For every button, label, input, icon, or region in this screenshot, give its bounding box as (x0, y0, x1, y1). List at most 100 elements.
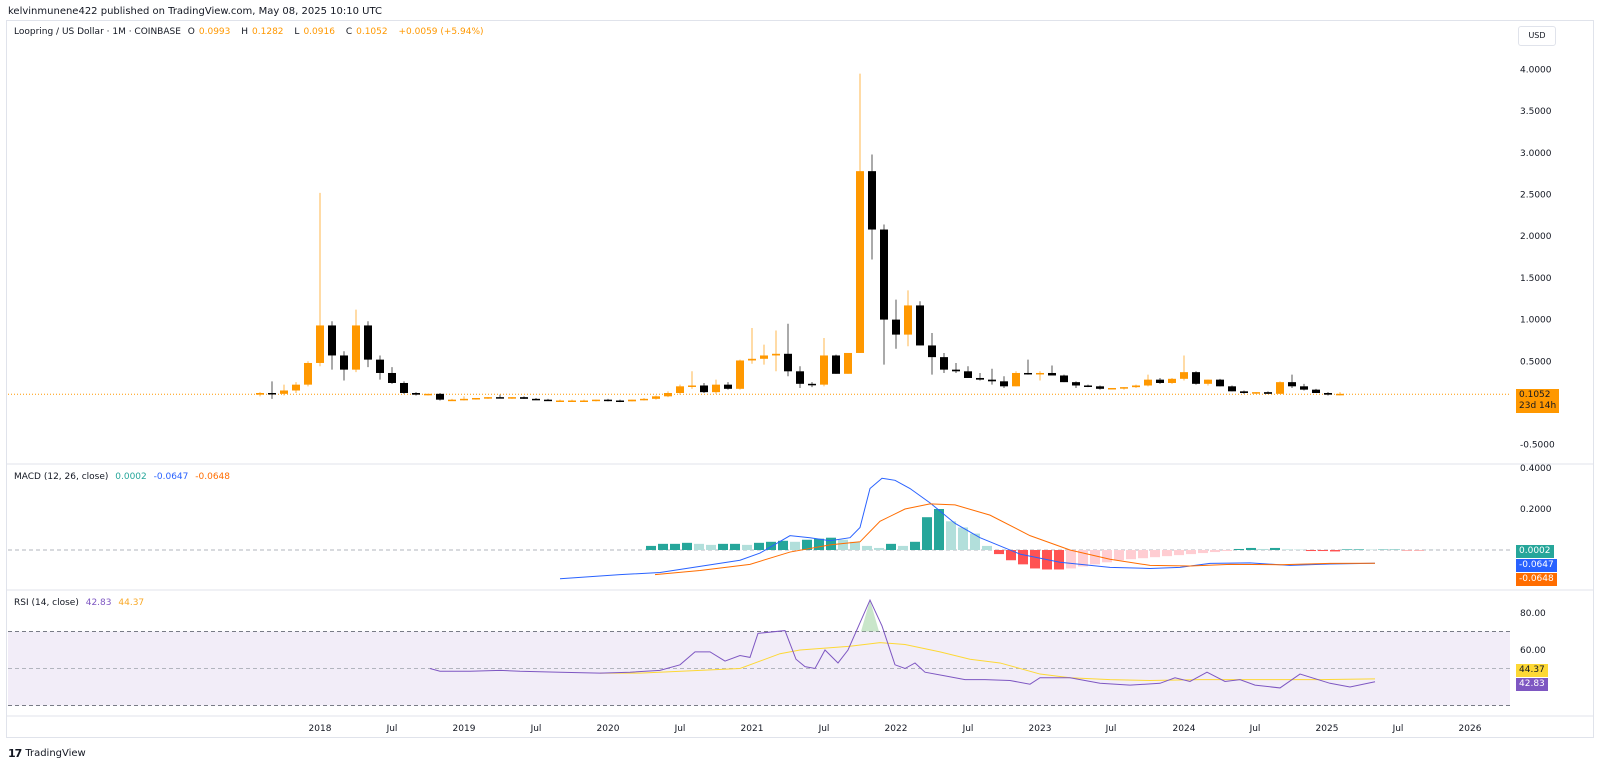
macd-histogram-bar (994, 550, 1004, 555)
currency-button[interactable]: USD (1518, 26, 1556, 46)
macd-histogram-bar (766, 541, 776, 550)
candle-body (772, 353, 780, 356)
candle-body (928, 345, 936, 358)
price-tick: 2.5000 (1520, 191, 1552, 201)
candle-body (1312, 389, 1320, 393)
macd-histogram-bar (1018, 550, 1028, 565)
candle-body (628, 399, 636, 402)
bar-countdown: 23d 14h (1519, 401, 1557, 411)
time-tick: Jul (1105, 724, 1117, 734)
time-tick: Jul (962, 724, 974, 734)
macd-histogram-bar (1354, 549, 1364, 550)
macd-histogram-bar (718, 543, 728, 550)
macd-histogram-bar (1162, 550, 1172, 557)
candle-body (304, 362, 312, 385)
time-tick: 2019 (453, 724, 476, 734)
candle-body (784, 353, 792, 372)
macd-histogram-bar (1210, 550, 1220, 553)
macd-signal-line (654, 503, 1376, 576)
rsi-legend: RSI (14, close) 42.83 44.37 (14, 598, 148, 608)
price-tick: 2.0000 (1520, 232, 1552, 242)
macd-hist-tag: 0.0002 (1516, 545, 1554, 558)
candle-body (724, 384, 732, 389)
macd-histogram-bar (670, 543, 680, 550)
tradingview-logo-icon: 17 (8, 747, 22, 760)
macd-histogram-bar (1126, 550, 1136, 560)
macd-histogram-bar (1306, 550, 1316, 552)
time-tick: 2024 (1173, 724, 1196, 734)
footer-brand[interactable]: 17 TradingView (8, 747, 86, 760)
candle-body (796, 371, 804, 384)
macd-histogram-bar (1006, 550, 1016, 561)
candle-body (1180, 372, 1188, 379)
macd-histogram-bar (658, 543, 668, 550)
macd-histogram-bar (1234, 548, 1244, 550)
open-label: O (187, 27, 195, 37)
candle-body (292, 384, 300, 391)
time-tick: Jul (818, 724, 830, 734)
candle-body (460, 398, 468, 401)
close-label: C (345, 27, 353, 37)
price-tick: 3.0000 (1520, 149, 1552, 159)
candle-body (1144, 379, 1152, 386)
rsi-tick: 60.00 (1520, 646, 1546, 656)
symbol-legend: Loopring / US Dollar · 1M · COINBASE O 0.… (14, 27, 488, 37)
change-value: +0.0059 (+5.94%) (398, 27, 484, 37)
time-tick: 2020 (597, 724, 620, 734)
macd-histogram-bar (778, 540, 788, 550)
macd-histogram-bar (1066, 550, 1076, 569)
candle-body (940, 357, 948, 370)
candle-body (448, 399, 456, 402)
time-tick: 2025 (1316, 724, 1339, 734)
candle-body (1288, 382, 1296, 387)
candle-body (952, 369, 960, 372)
candle-body (436, 393, 444, 400)
rsi-ma-tag: 44.37 (1516, 664, 1548, 677)
candle-body (856, 171, 864, 353)
candle-body (916, 305, 924, 346)
candle-body (1324, 392, 1332, 395)
macd-histogram-bar (946, 521, 956, 550)
macd-histogram-bar (754, 542, 764, 550)
candle-body (664, 392, 672, 397)
symbol-name: Loopring / US Dollar · 1M · COINBASE (14, 27, 181, 37)
candle-body (976, 377, 984, 380)
candle-body (568, 400, 576, 402)
macd-histogram-bar (934, 509, 944, 550)
candle-body (736, 360, 744, 389)
candle-body (316, 325, 324, 363)
macd-histogram-bar (910, 541, 920, 550)
candle-body (844, 352, 852, 374)
candle-body (376, 359, 384, 373)
macd-tick: 0.4000 (1520, 464, 1552, 474)
candle-body (1036, 372, 1044, 375)
candle-body (652, 396, 660, 399)
time-tick: 2021 (741, 724, 764, 734)
candle-body (904, 305, 912, 335)
macd-histogram-bar (1258, 548, 1268, 550)
price-tick: 1.0000 (1520, 316, 1552, 326)
candle-body (508, 397, 516, 399)
macd-histogram-bar (1090, 550, 1100, 565)
macd-histogram-bar (982, 545, 992, 550)
candle-body (964, 371, 972, 378)
candle-body (760, 355, 768, 359)
candle-body (1000, 381, 1008, 387)
candle-body (700, 385, 708, 393)
candle-body (1048, 372, 1056, 376)
time-tick: Jul (1392, 724, 1404, 734)
candle-body (484, 397, 492, 399)
time-tick: 2023 (1029, 724, 1052, 734)
candle-body (1012, 372, 1020, 387)
macd-histogram-bar (1078, 550, 1088, 567)
macd-histogram-bar (1186, 550, 1196, 555)
candle-body (1024, 372, 1032, 375)
macd-histogram-bar (1138, 550, 1148, 559)
macd-histogram-bar (1282, 549, 1292, 550)
rsi-line (429, 598, 1376, 689)
candle-body (676, 386, 684, 393)
last-price-tag: 0.1052 23d 14h (1516, 389, 1560, 413)
candle-body (712, 384, 720, 393)
macd-histogram-bar (958, 527, 968, 550)
